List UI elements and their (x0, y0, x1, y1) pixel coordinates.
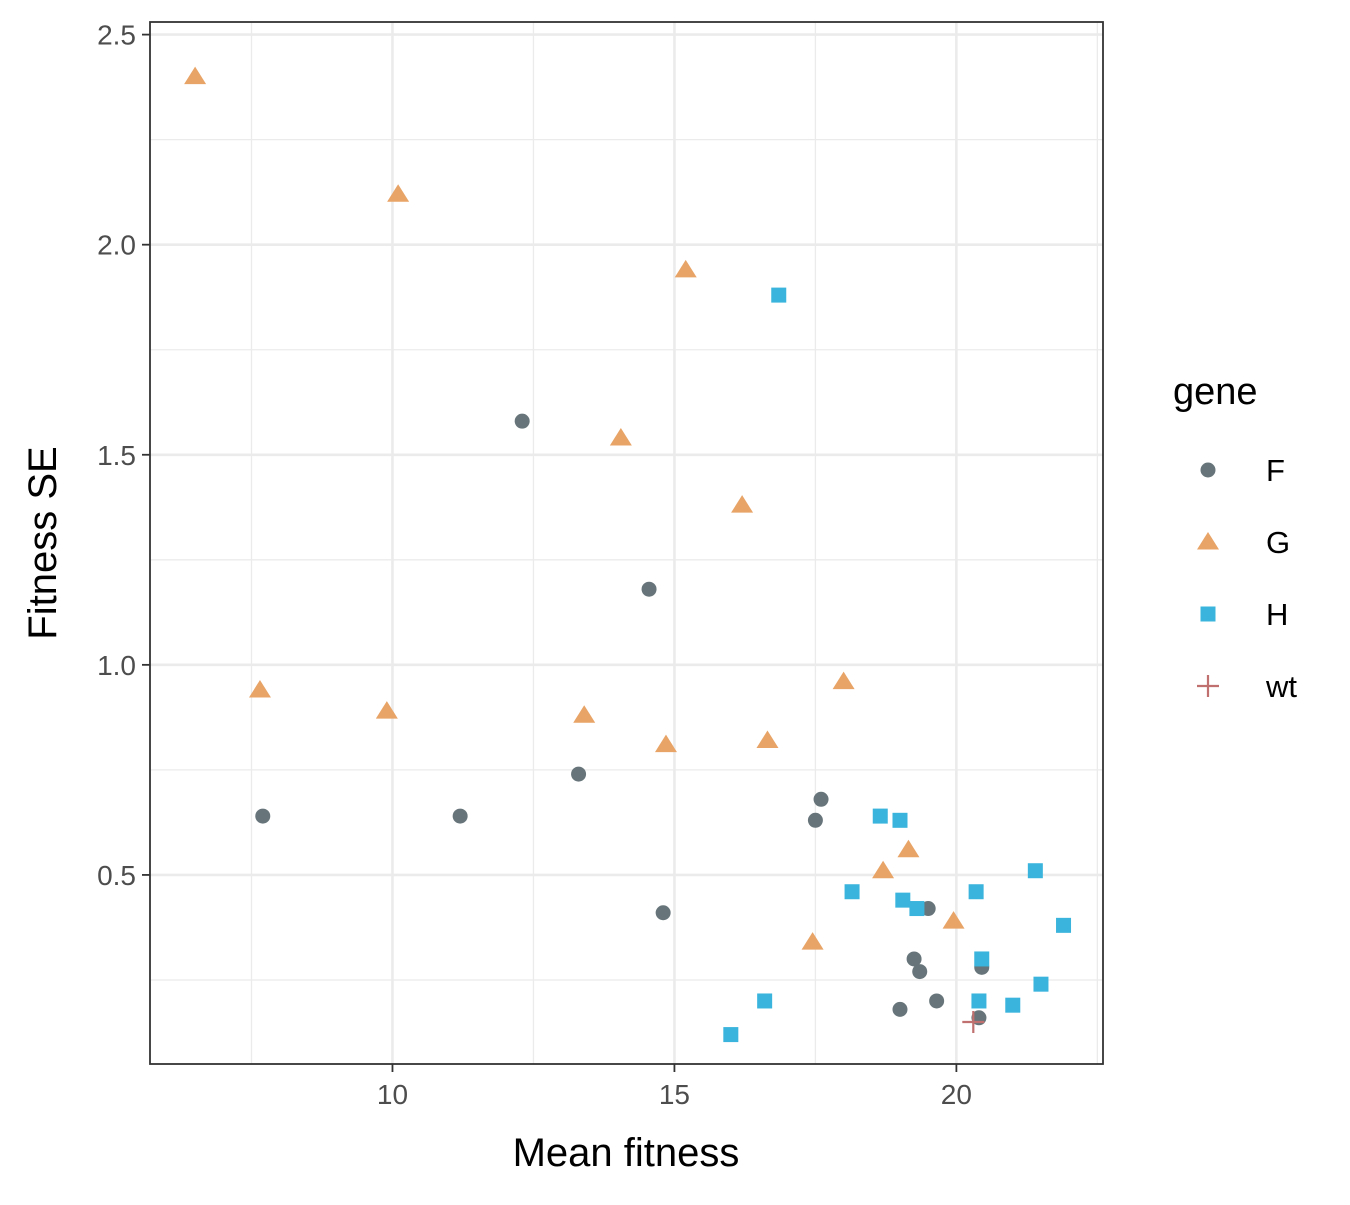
point-G (731, 495, 754, 513)
legend-title: gene (1173, 371, 1258, 413)
y-tick-label: 2.5 (97, 20, 136, 51)
series-H (723, 287, 1072, 1043)
point-F (892, 1001, 908, 1017)
point-H (1056, 917, 1072, 933)
y-tick-label: 2.0 (97, 230, 136, 261)
point-H (771, 287, 787, 303)
legend-label-G: G (1266, 525, 1290, 560)
y-tick-label: 0.5 (97, 860, 136, 891)
point-H (895, 892, 911, 908)
point-G (609, 427, 632, 446)
x-tick-label: 15 (659, 1079, 690, 1110)
series-G (184, 66, 965, 950)
point-F (912, 964, 928, 980)
point-F (920, 901, 936, 917)
y-tick-label: 1.5 (97, 440, 136, 471)
point-G (801, 932, 824, 950)
plot-panel-border (149, 21, 1104, 1065)
point-F (807, 812, 823, 828)
point-G (654, 734, 677, 753)
legend-key-H (1200, 606, 1216, 622)
point-F (641, 581, 657, 597)
legend-label-wt: wt (1265, 669, 1297, 704)
point-G (184, 66, 207, 85)
point-H (844, 884, 860, 900)
legend-key-F (1200, 462, 1216, 478)
point-G (897, 839, 920, 858)
point-G (375, 701, 398, 719)
point-H (892, 812, 908, 828)
x-axis-title: Mean fitness (513, 1131, 740, 1175)
point-wt (962, 1010, 985, 1033)
legend: gene F G Hwt (1173, 371, 1297, 704)
series-wt (962, 1010, 985, 1033)
point-F (929, 993, 945, 1009)
point-G (573, 705, 596, 723)
point-H (974, 951, 990, 967)
point-H (971, 993, 987, 1009)
point-H (968, 884, 984, 900)
point-H (1005, 997, 1021, 1013)
point-H (757, 993, 773, 1009)
point-G (248, 680, 271, 698)
point-H (1027, 863, 1043, 879)
major-gridlines (150, 22, 1103, 1064)
point-F (514, 413, 530, 429)
data-points (184, 66, 1072, 1043)
point-F (452, 808, 468, 824)
point-G (872, 860, 895, 879)
x-axis-ticks: 10 15 20 (377, 1064, 972, 1110)
legend-key-wt (1197, 675, 1219, 697)
y-tick-label: 1.0 (97, 650, 136, 681)
x-tick-label: 20 (941, 1079, 972, 1110)
point-H (723, 1027, 739, 1043)
point-H (909, 901, 925, 917)
point-F (813, 791, 829, 807)
point-F (906, 951, 922, 967)
plot-background (150, 22, 1103, 1064)
point-F (655, 905, 671, 921)
y-axis-ticks: 0.5 1.0 1.5 2.0 2.5 (97, 20, 150, 891)
point-H (872, 808, 888, 824)
legend-label-H: H (1266, 597, 1288, 632)
x-tick-label: 10 (377, 1079, 408, 1110)
legend-label-F: F (1266, 453, 1285, 488)
point-H (1033, 976, 1049, 992)
point-F (255, 808, 271, 824)
point-G (832, 671, 855, 690)
point-G (387, 184, 410, 202)
minor-gridlines (150, 22, 1103, 1064)
point-G (756, 730, 779, 748)
legend-key-G (1197, 532, 1219, 550)
y-axis-title: Fitness SE (21, 446, 65, 639)
point-F (571, 766, 587, 782)
point-G (674, 259, 697, 278)
point-G (942, 911, 965, 929)
